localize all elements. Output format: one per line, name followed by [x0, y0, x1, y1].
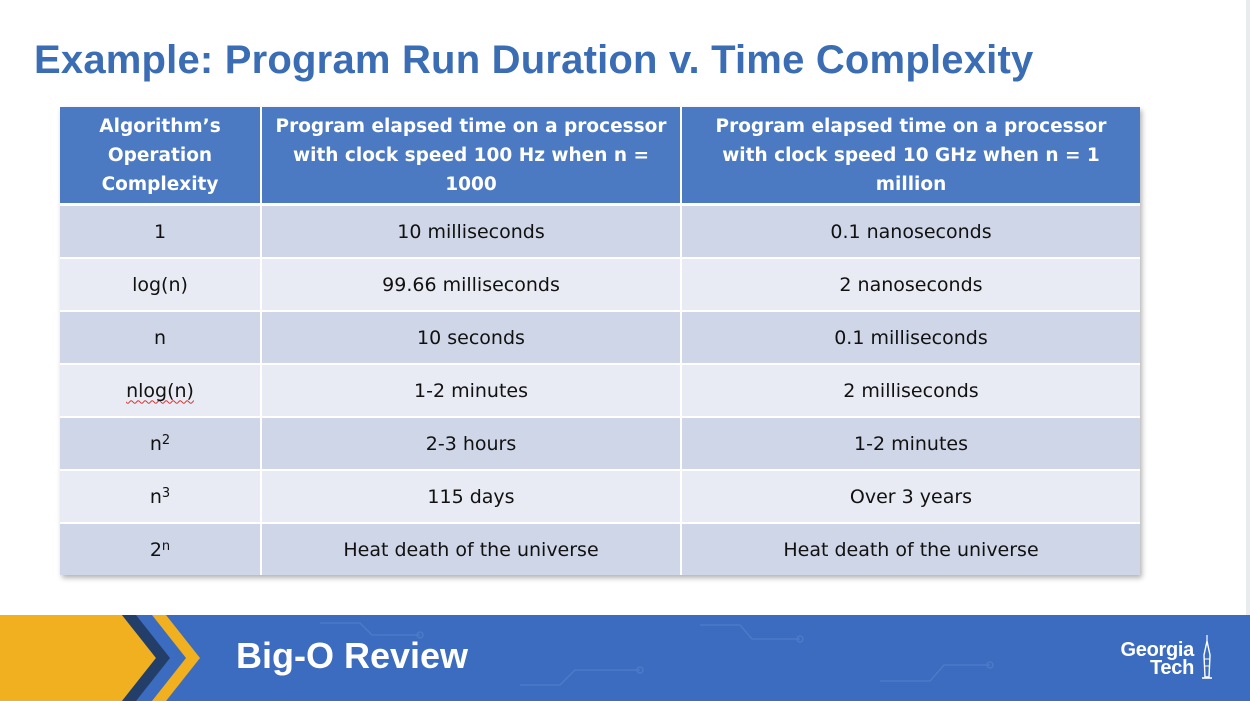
time-100hz-cell: 99.66 milliseconds — [261, 258, 682, 312]
chevron-gold-right — [152, 615, 200, 701]
chevron-gold — [0, 615, 156, 701]
time-10ghz-cell: Over 3 years — [681, 470, 1140, 524]
header-10ghz-time: Program elapsed time on a processor with… — [681, 107, 1140, 206]
time-100hz-cell: 2-3 hours — [261, 417, 682, 471]
time-10ghz-cell: Heat death of the universe — [681, 523, 1140, 575]
table-row: n 10 seconds 0.1 milliseconds — [60, 311, 1140, 365]
complexity-base: 2 — [149, 538, 162, 561]
time-100hz-cell: 10 seconds — [261, 311, 682, 365]
complexity-cell: n2 — [60, 417, 262, 471]
time-100hz-cell: 10 milliseconds — [261, 204, 682, 259]
header-100hz-time: Program elapsed time on a processor with… — [261, 107, 682, 206]
slide-edge-shade — [1246, 0, 1250, 615]
table-row: 2n Heat death of the universe Heat death… — [60, 523, 1140, 575]
table-row: nlog(n) 1-2 minutes 2 milliseconds — [60, 364, 1140, 418]
complexity-cell: 2n — [60, 523, 262, 575]
time-10ghz-cell: 0.1 nanoseconds — [681, 204, 1140, 259]
time-10ghz-cell: 2 nanoseconds — [681, 258, 1140, 312]
complexity-base: n — [149, 485, 162, 508]
table-row: n3 115 days Over 3 years — [60, 470, 1140, 524]
complexity-cell: n3 — [60, 470, 262, 524]
table-header-row: Algorithm’s Operation Complexity Program… — [60, 107, 1140, 206]
table-row: 1 10 milliseconds 0.1 nanoseconds — [60, 204, 1140, 259]
logo-word-tech: Tech — [1150, 657, 1194, 679]
time-100hz-cell: 115 days — [261, 470, 682, 524]
header-complexity: Algorithm’s Operation Complexity — [60, 107, 262, 206]
table-row: log(n) 99.66 milliseconds 2 nanoseconds — [60, 258, 1140, 312]
complexity-cell: nlog(n) — [60, 364, 262, 418]
time-10ghz-cell: 1-2 minutes — [681, 417, 1140, 471]
complexity-cell: 1 — [60, 204, 262, 259]
slide-title: Example: Program Run Duration v. Time Co… — [34, 38, 1034, 82]
logo-word-georgia: Georgia — [1120, 639, 1195, 661]
time-10ghz-cell: 2 milliseconds — [681, 364, 1140, 418]
complexity-table: Algorithm’s Operation Complexity Program… — [60, 107, 1140, 575]
footer-graphics — [0, 615, 994, 701]
time-10ghz-cell: 0.1 milliseconds — [681, 311, 1140, 365]
footer-title: Big-O Review — [236, 635, 469, 676]
complexity-cell: n — [60, 311, 262, 365]
complexity-base: n — [149, 432, 162, 455]
chevron-dark-stripe — [122, 615, 170, 701]
circuit-pattern — [320, 622, 994, 686]
complexity-exponent: n — [161, 538, 171, 554]
time-100hz-cell: 1-2 minutes — [261, 364, 682, 418]
georgia-tech-logo: Georgia Tech — [1100, 633, 1220, 689]
complexity-cell: log(n) — [60, 258, 262, 312]
table-row: n2 2-3 hours 1-2 minutes — [60, 417, 1140, 471]
footer-banner: Big-O Review Georgia Tech — [0, 615, 1250, 701]
spellcheck-underlined-text: nlog(n) — [126, 379, 194, 402]
time-100hz-cell: Heat death of the universe — [261, 523, 682, 575]
complexity-exponent: 2 — [161, 432, 171, 448]
complexity-exponent: 3 — [161, 485, 171, 501]
tower-icon — [1202, 635, 1212, 679]
